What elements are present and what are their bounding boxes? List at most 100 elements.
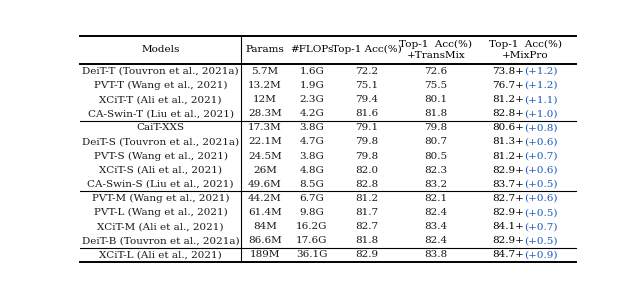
Text: PVT-L (Wang et al., 2021): PVT-L (Wang et al., 2021) (93, 208, 227, 217)
Text: Models: Models (141, 45, 180, 54)
Text: 26M: 26M (253, 166, 276, 175)
Text: DeiT-B (Touvron et al., 2021a): DeiT-B (Touvron et al., 2021a) (82, 236, 239, 245)
Text: 6.7G: 6.7G (300, 194, 324, 203)
Text: 12M: 12M (253, 95, 276, 104)
Text: (+0.7): (+0.7) (524, 222, 558, 231)
Text: 81.8: 81.8 (424, 109, 447, 118)
Text: (+0.6): (+0.6) (524, 138, 558, 146)
Text: 44.2M: 44.2M (248, 194, 282, 203)
Text: 36.1G: 36.1G (296, 250, 328, 260)
Text: 76.7+: 76.7+ (492, 81, 524, 90)
Text: 82.7: 82.7 (355, 222, 378, 231)
Text: 17.3M: 17.3M (248, 123, 282, 132)
Text: DeiT-T (Touvron et al., 2021a): DeiT-T (Touvron et al., 2021a) (83, 67, 239, 76)
Text: PVT-S (Wang et al., 2021): PVT-S (Wang et al., 2021) (93, 151, 228, 161)
Text: 79.8: 79.8 (355, 151, 378, 161)
Text: (+1.2): (+1.2) (524, 67, 558, 76)
Text: 4.7G: 4.7G (300, 138, 324, 146)
Text: (+0.9): (+0.9) (524, 250, 558, 260)
Text: 3.8G: 3.8G (300, 123, 324, 132)
Text: 61.4M: 61.4M (248, 208, 282, 217)
Text: 83.2: 83.2 (424, 180, 447, 189)
Text: (+0.5): (+0.5) (524, 236, 558, 245)
Text: 9.8G: 9.8G (300, 208, 324, 217)
Text: 72.6: 72.6 (424, 67, 447, 76)
Text: 75.5: 75.5 (424, 81, 447, 90)
Text: 1.9G: 1.9G (300, 81, 324, 90)
Text: (+1.2): (+1.2) (524, 81, 558, 90)
Text: 79.1: 79.1 (355, 123, 378, 132)
Text: XCiT-L (Ali et al., 2021): XCiT-L (Ali et al., 2021) (99, 250, 222, 260)
Text: 3.8G: 3.8G (300, 151, 324, 161)
Text: 4.8G: 4.8G (300, 166, 324, 175)
Text: 83.7+: 83.7+ (492, 180, 524, 189)
Text: DeiT-S (Touvron et al., 2021a): DeiT-S (Touvron et al., 2021a) (82, 138, 239, 146)
Text: (+1.0): (+1.0) (524, 109, 558, 118)
Text: 49.6M: 49.6M (248, 180, 282, 189)
Text: 82.4: 82.4 (424, 236, 447, 245)
Text: 83.4: 83.4 (424, 222, 447, 231)
Text: 82.3: 82.3 (424, 166, 447, 175)
Text: Top-1  Acc(%)
+MixPro: Top-1 Acc(%) +MixPro (489, 40, 562, 60)
Text: Params: Params (245, 45, 284, 54)
Text: 80.1: 80.1 (424, 95, 447, 104)
Text: 84.1+: 84.1+ (492, 222, 524, 231)
Text: PVT-M (Wang et al., 2021): PVT-M (Wang et al., 2021) (92, 194, 229, 203)
Text: XCiT-S (Ali et al., 2021): XCiT-S (Ali et al., 2021) (99, 166, 222, 175)
Text: 81.8: 81.8 (355, 236, 378, 245)
Text: (+0.6): (+0.6) (524, 166, 558, 175)
Text: (+0.6): (+0.6) (524, 194, 558, 203)
Text: PVT-T (Wang et al., 2021): PVT-T (Wang et al., 2021) (94, 81, 227, 90)
Text: 81.6: 81.6 (355, 109, 378, 118)
Text: 86.6M: 86.6M (248, 236, 282, 245)
Text: 73.8+: 73.8+ (492, 67, 524, 76)
Text: XCiT-M (Ali et al., 2021): XCiT-M (Ali et al., 2021) (97, 222, 224, 231)
Text: (+0.5): (+0.5) (524, 208, 558, 217)
Text: CA-Swin-S (Liu et al., 2021): CA-Swin-S (Liu et al., 2021) (87, 180, 234, 189)
Text: 17.6G: 17.6G (296, 236, 328, 245)
Text: 81.3+: 81.3+ (492, 138, 524, 146)
Text: (+0.8): (+0.8) (524, 123, 558, 132)
Text: (+0.5): (+0.5) (524, 180, 558, 189)
Text: 5.7M: 5.7M (251, 67, 278, 76)
Text: 8.5G: 8.5G (300, 180, 324, 189)
Text: CaiT-XXS: CaiT-XXS (136, 123, 184, 132)
Text: 79.4: 79.4 (355, 95, 378, 104)
Text: 82.7+: 82.7+ (492, 194, 524, 203)
Text: 4.2G: 4.2G (300, 109, 324, 118)
Text: Top-1  Acc(%)
+TransMix: Top-1 Acc(%) +TransMix (399, 40, 472, 60)
Text: #FLOPs: #FLOPs (290, 45, 333, 54)
Text: 84.7+: 84.7+ (492, 250, 524, 260)
Text: 82.9+: 82.9+ (492, 166, 524, 175)
Text: 13.2M: 13.2M (248, 81, 282, 90)
Text: 28.3M: 28.3M (248, 109, 282, 118)
Text: 79.8: 79.8 (424, 123, 447, 132)
Text: 72.2: 72.2 (355, 67, 378, 76)
Text: 81.2+: 81.2+ (492, 151, 524, 161)
Text: 80.7: 80.7 (424, 138, 447, 146)
Text: 1.6G: 1.6G (300, 67, 324, 76)
Text: 80.5: 80.5 (424, 151, 447, 161)
Text: CA-Swin-T (Liu et al., 2021): CA-Swin-T (Liu et al., 2021) (88, 109, 234, 118)
Text: XCiT-T (Ali et al., 2021): XCiT-T (Ali et al., 2021) (99, 95, 222, 104)
Text: 82.0: 82.0 (355, 166, 378, 175)
Text: 82.1: 82.1 (424, 194, 447, 203)
Text: 82.8: 82.8 (355, 180, 378, 189)
Text: 81.2+: 81.2+ (492, 95, 524, 104)
Text: 82.8+: 82.8+ (492, 109, 524, 118)
Text: 80.6+: 80.6+ (492, 123, 524, 132)
Text: 24.5M: 24.5M (248, 151, 282, 161)
Text: (+1.1): (+1.1) (524, 95, 558, 104)
Text: 82.9+: 82.9+ (492, 236, 524, 245)
Text: 189M: 189M (250, 250, 280, 260)
Text: 82.4: 82.4 (424, 208, 447, 217)
Text: Top-1 Acc(%): Top-1 Acc(%) (332, 45, 401, 54)
Text: 2.3G: 2.3G (300, 95, 324, 104)
Text: (+0.7): (+0.7) (524, 151, 558, 161)
Text: 75.1: 75.1 (355, 81, 378, 90)
Text: 16.2G: 16.2G (296, 222, 328, 231)
Text: 83.8: 83.8 (424, 250, 447, 260)
Text: 22.1M: 22.1M (248, 138, 282, 146)
Text: 84M: 84M (253, 222, 276, 231)
Text: 82.9: 82.9 (355, 250, 378, 260)
